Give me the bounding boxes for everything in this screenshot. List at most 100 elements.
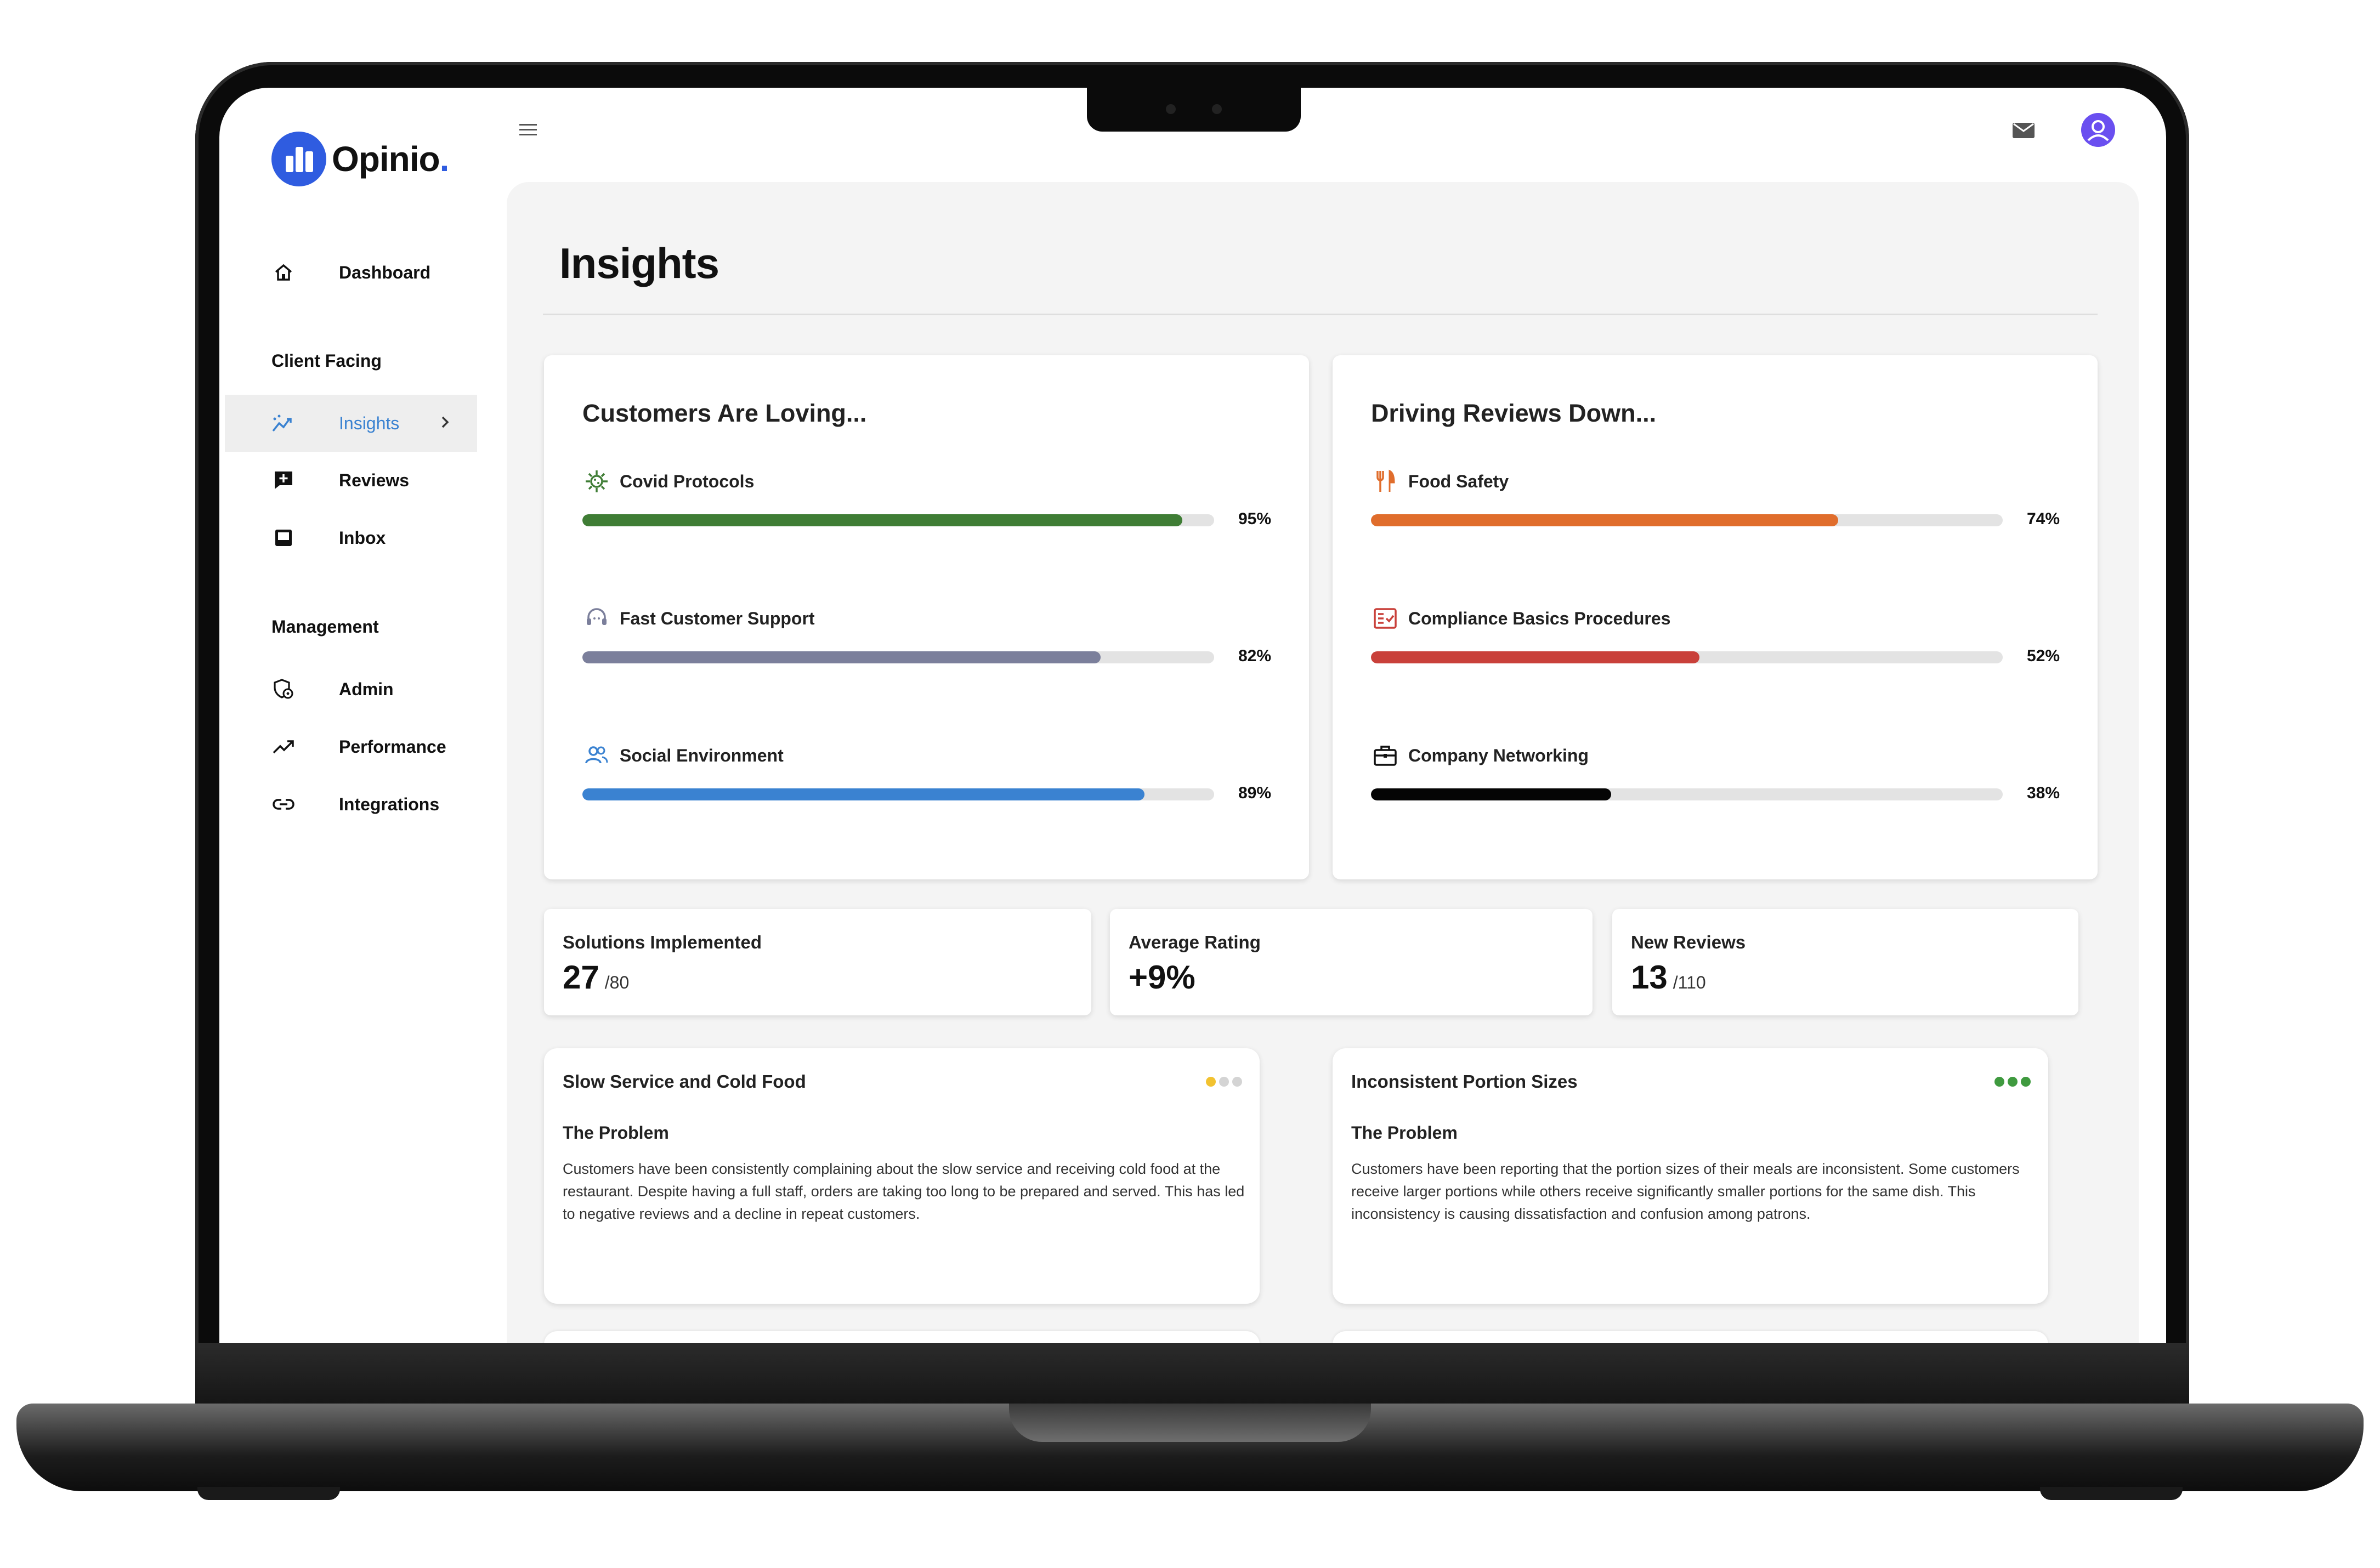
factor-label: Covid Protocols xyxy=(620,471,755,491)
issue-card-partial xyxy=(1333,1331,2048,1343)
stat-label: Average Rating xyxy=(1129,932,1261,952)
progress-bar xyxy=(1371,514,2003,526)
sensor-icon xyxy=(1212,104,1222,114)
stat-card-rating: Average Rating +9% xyxy=(1110,909,1593,1015)
sidebar-item-insights[interactable]: Insights xyxy=(271,396,474,451)
people-icon xyxy=(582,741,611,770)
sidebar-item-label: Reviews xyxy=(339,470,410,490)
driving-down-card: Driving Reviews Down... Food Safety 74% … xyxy=(1333,355,2098,879)
sidebar-item-label: Inbox xyxy=(339,527,386,548)
progress-fill xyxy=(582,514,1183,526)
camera-notch xyxy=(1087,88,1301,132)
sidebar-item-admin[interactable]: Admin xyxy=(271,662,394,717)
severity-dot xyxy=(2021,1077,2031,1087)
progress-fill xyxy=(582,651,1101,663)
menu-icon[interactable] xyxy=(518,122,538,141)
stat-total: /80 xyxy=(604,973,630,992)
stat-total: /110 xyxy=(1673,973,1706,992)
home-icon xyxy=(271,260,296,285)
sidebar-item-label: Admin xyxy=(339,679,394,699)
severity-dots xyxy=(1206,1077,1242,1087)
issue-card[interactable]: Inconsistent Portion Sizes The Problem C… xyxy=(1333,1048,2048,1304)
virus-icon xyxy=(582,467,611,496)
severity-dot xyxy=(1994,1077,2004,1087)
sidebar-section-client: Client Facing xyxy=(271,351,382,371)
severity-dots xyxy=(1994,1077,2031,1087)
severity-dot xyxy=(1219,1077,1229,1087)
camera-icon xyxy=(1166,104,1176,114)
progress-bar xyxy=(582,514,1214,526)
mail-icon[interactable] xyxy=(2011,121,2036,143)
factor-label: Compliance Basics Procedures xyxy=(1408,608,1671,628)
sidebar-item-inbox[interactable]: Inbox xyxy=(271,510,386,565)
card-title: Customers Are Loving... xyxy=(582,399,867,427)
issue-description: Customers have been reporting that the p… xyxy=(1351,1161,2020,1222)
sidebar-item-dashboard[interactable]: Dashboard xyxy=(271,245,430,300)
issue-subtitle: The Problem xyxy=(1351,1123,1458,1143)
stat-card-new-reviews: New Reviews 13/110 xyxy=(1612,909,2078,1015)
progress-fill xyxy=(1371,514,1839,526)
progress-percent: 52% xyxy=(2027,647,2060,665)
severity-dot xyxy=(1232,1077,1242,1087)
factor-row: Covid Protocols 95% xyxy=(582,465,1271,528)
sidebar-item-label: Insights xyxy=(339,413,400,433)
issue-card[interactable]: Slow Service and Cold Food The Problem C… xyxy=(544,1048,1260,1304)
progress-percent: 82% xyxy=(1238,647,1272,665)
logo[interactable]: Opinio. xyxy=(271,132,449,186)
loving-card: Customers Are Loving... Covid Protocols … xyxy=(544,355,1309,879)
sidebar-item-performance[interactable]: Performance xyxy=(271,719,446,774)
card-title: Driving Reviews Down... xyxy=(1371,399,1657,427)
sidebar-item-reviews[interactable]: Reviews xyxy=(271,453,409,508)
sidebar-item-label: Dashboard xyxy=(339,262,431,282)
progress-percent: 95% xyxy=(1238,510,1272,528)
factor-label: Fast Customer Support xyxy=(620,608,815,628)
stat-card-solutions: Solutions Implemented 27/80 xyxy=(544,909,1091,1015)
sidebar-active-highlight xyxy=(225,395,477,452)
stat-label: Solutions Implemented xyxy=(563,932,762,952)
factor-row: Compliance Basics Procedures 52% xyxy=(1371,602,2060,665)
briefcase-icon xyxy=(1371,741,1399,770)
inbox-icon xyxy=(271,526,296,550)
progress-fill xyxy=(1371,651,1700,663)
progress-fill xyxy=(582,788,1145,800)
reviews-icon xyxy=(271,468,296,492)
factor-label: Food Safety xyxy=(1408,471,1509,491)
issue-title: Slow Service and Cold Food xyxy=(563,1071,806,1092)
checklist-icon xyxy=(1371,604,1399,633)
issue-description: Customers have been consistently complai… xyxy=(563,1161,1245,1222)
sidebar-item-label: Integrations xyxy=(339,794,440,814)
utensils-icon xyxy=(1371,467,1399,496)
sidebar-section-management: Management xyxy=(271,617,379,637)
page-title: Insights xyxy=(559,239,719,287)
issue-subtitle: The Problem xyxy=(563,1123,669,1143)
progress-percent: 38% xyxy=(2027,784,2060,802)
laptop-groove xyxy=(1009,1404,1371,1442)
progress-percent: 74% xyxy=(2027,510,2060,528)
severity-dot xyxy=(2008,1077,2018,1087)
progress-fill xyxy=(1371,788,1611,800)
stat-value: +9% xyxy=(1129,959,1195,996)
avatar[interactable] xyxy=(2081,113,2115,147)
screen: Opinio. Dashboard Client Facing Insights… xyxy=(219,88,2166,1343)
insights-icon xyxy=(271,411,296,435)
progress-bar xyxy=(1371,651,2003,663)
chevron-right-icon xyxy=(439,414,452,433)
laptop-foot xyxy=(2040,1487,2183,1500)
link-icon xyxy=(271,792,296,816)
laptop-foot xyxy=(197,1487,340,1500)
factor-row: Social Environment 89% xyxy=(582,739,1271,802)
issue-title: Inconsistent Portion Sizes xyxy=(1351,1071,1578,1092)
trending-up-icon xyxy=(271,735,296,759)
laptop-bezel xyxy=(195,1343,2189,1404)
logo-text: Opinio. xyxy=(332,139,449,179)
progress-bar xyxy=(582,651,1214,663)
progress-percent: 89% xyxy=(1238,784,1272,802)
factor-row: Fast Customer Support 82% xyxy=(582,602,1271,665)
sidebar-item-integrations[interactable]: Integrations xyxy=(271,777,439,832)
stat-value: 13/110 xyxy=(1631,959,1706,996)
support-icon xyxy=(582,604,611,633)
logo-icon xyxy=(271,132,326,186)
stat-label: New Reviews xyxy=(1631,932,1746,952)
factor-label: Social Environment xyxy=(620,745,784,765)
severity-dot xyxy=(1206,1077,1216,1087)
